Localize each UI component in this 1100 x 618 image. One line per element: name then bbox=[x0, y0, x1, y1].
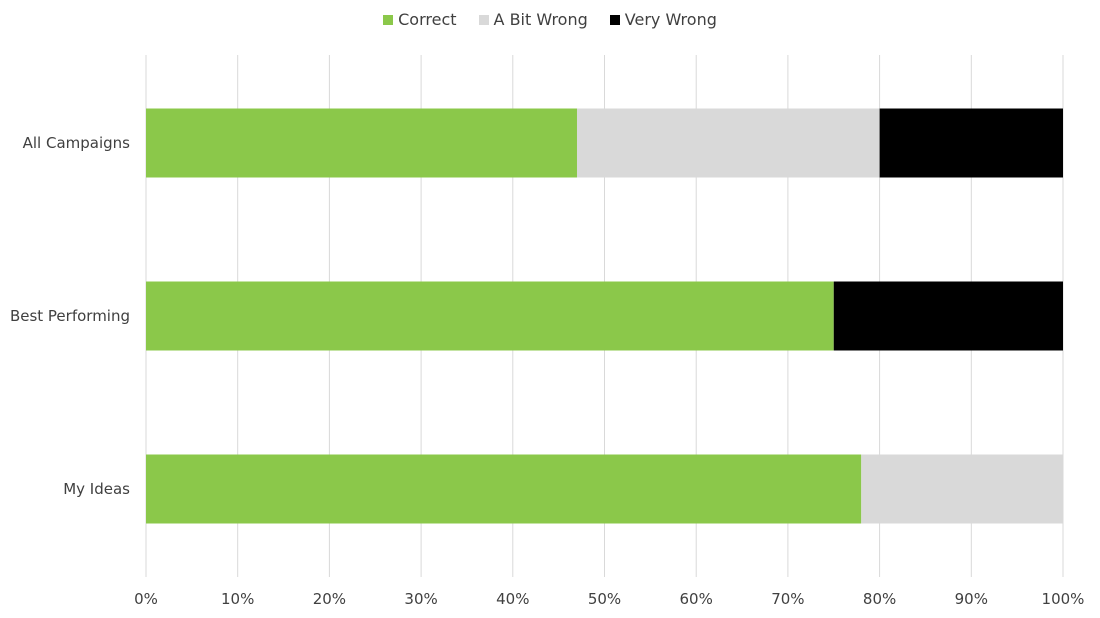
legend-item-very-wrong: Very Wrong bbox=[609, 10, 717, 29]
x-tick-label: 60% bbox=[680, 590, 713, 608]
bar-segment-very-wrong bbox=[879, 108, 1063, 178]
x-tick-label: 10% bbox=[221, 590, 254, 608]
legend-item-a-bit-wrong: A Bit Wrong bbox=[478, 10, 588, 29]
bar-segment-a-bit-wrong bbox=[861, 454, 1063, 524]
x-tick-label: 90% bbox=[955, 590, 988, 608]
category-label: My Ideas bbox=[63, 480, 130, 498]
x-tick-label: 50% bbox=[588, 590, 621, 608]
x-tick-label: 70% bbox=[771, 590, 804, 608]
bar-segment-correct bbox=[146, 281, 834, 351]
legend-swatch-correct bbox=[383, 14, 394, 25]
bar-segment-correct bbox=[146, 108, 577, 178]
bar-segment-a-bit-wrong bbox=[576, 108, 880, 178]
category-label: All Campaigns bbox=[23, 134, 131, 152]
x-tick-label: 80% bbox=[863, 590, 896, 608]
x-tick-label: 20% bbox=[313, 590, 346, 608]
legend-label-a-bit-wrong: A Bit Wrong bbox=[493, 10, 588, 29]
legend-swatch-very-wrong bbox=[609, 14, 620, 25]
legend: Correct A Bit Wrong Very Wrong bbox=[0, 10, 1100, 29]
legend-label-correct: Correct bbox=[398, 10, 457, 29]
bar-segment-very-wrong bbox=[833, 281, 1063, 351]
category-labels: All Campaigns Best Performing My Ideas bbox=[10, 134, 130, 498]
x-tick-labels: 0% 10% 20% 30% 40% 50% 60% 70% 80% 90% 100% bbox=[134, 590, 1084, 608]
legend-swatch-a-bit-wrong bbox=[478, 14, 489, 25]
x-tick-label: 40% bbox=[496, 590, 529, 608]
legend-item-correct: Correct bbox=[383, 10, 457, 29]
legend-label-very-wrong: Very Wrong bbox=[624, 10, 717, 29]
bars bbox=[146, 108, 1063, 524]
x-tick-label: 0% bbox=[134, 590, 158, 608]
x-tick-label: 30% bbox=[404, 590, 437, 608]
category-label: Best Performing bbox=[10, 307, 130, 325]
bar-segment-correct bbox=[146, 454, 862, 524]
x-tick-label: 100% bbox=[1042, 590, 1085, 608]
